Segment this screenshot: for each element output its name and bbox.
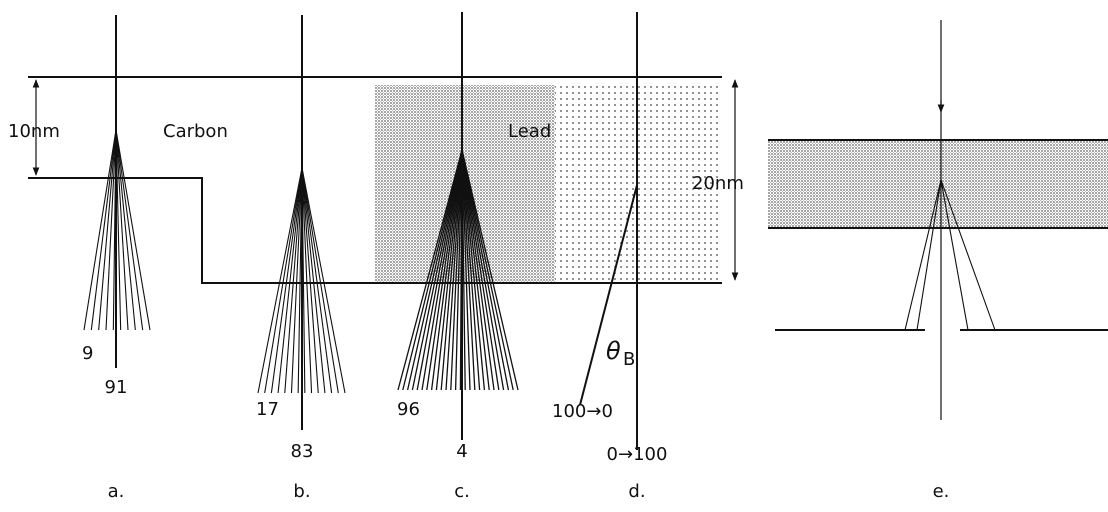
scattered-ray [435, 149, 463, 391]
scattered-ray [284, 167, 303, 394]
panel-label: c. [454, 481, 470, 502]
scattered-ray [461, 149, 481, 391]
scattered-ray [461, 149, 490, 391]
panel-label: b. [293, 481, 310, 502]
scattered-ray [940, 179, 969, 331]
scattered-ray [115, 129, 151, 331]
scattered-ray [426, 149, 463, 391]
scattered-ray [445, 149, 463, 391]
scattered-ray [916, 179, 942, 331]
scattered-ray [397, 149, 463, 391]
scatter-fans [83, 129, 996, 394]
scattered-ray [461, 149, 505, 391]
scattered-label: 100→0 [552, 401, 613, 422]
panel-label: e. [933, 481, 950, 502]
scattered-ray [450, 149, 463, 391]
scattered-ray [421, 149, 463, 391]
scattered-ray [461, 149, 510, 391]
scattered-ray [430, 149, 463, 391]
scattered-ray [459, 149, 463, 391]
scattered-ray [83, 129, 117, 331]
scattered-ray [90, 129, 117, 331]
scattered-ray [115, 129, 122, 331]
scattered-ray [940, 179, 996, 331]
scattered-ray [105, 129, 117, 331]
scattered-ray [402, 149, 463, 391]
scattered-ray [98, 129, 117, 331]
scattered-ray [904, 179, 942, 331]
scattered-label: 9 [82, 343, 93, 364]
scattered-ray [264, 167, 303, 394]
scattered-ray [301, 167, 313, 394]
scattered-label: 96 [397, 399, 420, 420]
material-label: Carbon [163, 121, 228, 142]
scattered-ray [277, 167, 303, 394]
scattered-ray [461, 149, 466, 391]
film-e [768, 141, 1108, 228]
scattered-ray [301, 167, 326, 394]
scattered-ray [301, 167, 319, 394]
lead-crystal-region [555, 85, 722, 283]
scattered-ray [461, 149, 495, 391]
transmitted-label: 91 [105, 377, 128, 398]
scattered-ray [290, 167, 303, 394]
transmitted-label: 83 [291, 441, 314, 462]
scattered-ray [270, 167, 303, 394]
scattered-ray [301, 167, 306, 394]
scattered-ray [115, 129, 136, 331]
transmitted-label: 0→100 [607, 444, 668, 465]
scattered-label: 17 [256, 399, 279, 420]
bragg-beam [579, 184, 638, 406]
scattered-ray [461, 149, 486, 391]
scattered-ray [112, 129, 117, 331]
panel-label: d. [628, 481, 645, 502]
transmitted-label: 4 [456, 441, 467, 462]
scattered-ray [461, 149, 514, 391]
panel-label: a. [108, 481, 125, 502]
material-label: Lead [508, 121, 551, 142]
scattered-ray [301, 167, 346, 394]
scattered-ray [461, 149, 471, 391]
scattered-ray [257, 167, 303, 394]
dimension-label: 20nm [692, 173, 744, 194]
dimension-label: 10nm [8, 121, 60, 142]
scattered-ray [115, 129, 144, 331]
scattered-ray [406, 149, 463, 391]
scattered-ray [440, 149, 463, 391]
scattered-ray [115, 129, 129, 331]
scattered-ray [416, 149, 463, 391]
scattered-ray [461, 149, 519, 391]
angle-symbol: θ [606, 337, 621, 365]
scattered-ray [461, 149, 476, 391]
scattered-ray [301, 167, 333, 394]
scattered-ray [461, 149, 500, 391]
scattered-ray [454, 149, 463, 391]
scattered-ray [301, 167, 339, 394]
scattered-ray [297, 167, 303, 394]
angle-subscript: B [623, 349, 635, 370]
scattered-ray [411, 149, 463, 391]
